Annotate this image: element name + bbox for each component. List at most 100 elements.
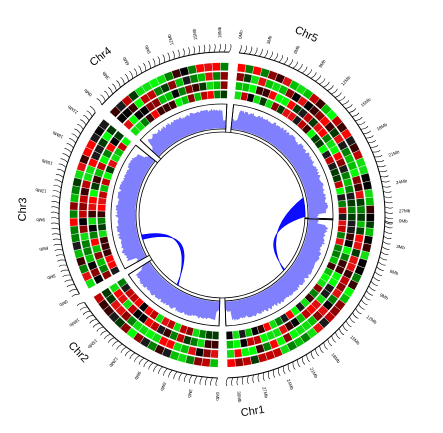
tick-mark <box>210 377 213 386</box>
heatmap-cell <box>203 62 213 72</box>
tick-mark <box>74 128 81 135</box>
heatmap-cell <box>345 191 356 201</box>
tick-mark <box>327 85 334 91</box>
tick-mark <box>352 312 359 319</box>
tick-mark <box>163 368 168 376</box>
tick-mark <box>254 47 258 56</box>
heatmap-cell <box>226 349 235 359</box>
tick-mark <box>366 290 373 296</box>
tick-mark <box>354 116 363 122</box>
heatmap-cell <box>232 330 240 340</box>
tick-mark <box>138 357 145 365</box>
tick-mark <box>315 348 320 357</box>
tick-mark <box>52 238 62 241</box>
tick-mark <box>133 68 138 76</box>
heatmap-cell <box>70 233 81 243</box>
heatmap-cell <box>363 188 374 199</box>
tick-mark <box>225 377 228 387</box>
tick-mark <box>374 271 382 276</box>
segment-divider <box>218 297 221 326</box>
tick-label: 21Mb <box>309 367 319 380</box>
tick-mark <box>83 114 90 121</box>
heatmap-cell <box>100 287 113 299</box>
tick-label: 3Mb <box>46 273 56 281</box>
tick-mark <box>57 168 65 173</box>
histogram-area-chr3 <box>115 154 155 263</box>
ideogram-arc-chr4 <box>101 51 230 106</box>
ideogram-arc-chr2 <box>84 302 218 379</box>
tick-mark <box>370 144 379 148</box>
heatmap-cell <box>242 356 252 367</box>
tick-mark <box>297 64 303 71</box>
tick-mark <box>319 78 326 85</box>
tick-mark <box>172 51 175 60</box>
heatmap-cell <box>116 277 128 288</box>
tick-label: 0Mb <box>399 218 408 223</box>
tick-label: 21Mb <box>66 104 78 115</box>
heatmap-cell <box>338 206 347 215</box>
heatmap-cell <box>113 130 125 142</box>
heatmap-cell <box>71 240 82 251</box>
heatmap-cell <box>365 205 375 214</box>
tick-mark <box>259 48 263 57</box>
tick-mark <box>382 185 391 188</box>
tick-mark <box>238 44 242 54</box>
tick-mark <box>384 230 393 234</box>
tick-mark <box>104 90 110 98</box>
tick-mark <box>116 80 121 88</box>
tick-label: 6Mb <box>293 44 301 54</box>
heatmap-cell <box>87 217 97 226</box>
tick-mark <box>182 48 185 57</box>
heatmap-cell <box>211 331 220 340</box>
tick-label: 24Mb <box>396 178 408 185</box>
tick-mark <box>381 180 390 183</box>
tick-mark <box>53 243 62 246</box>
heatmap-cell <box>220 71 229 81</box>
segment-divider <box>304 218 333 221</box>
heatmap-cell <box>69 217 79 227</box>
heatmap-cell <box>88 195 98 205</box>
tick-mark <box>268 371 271 380</box>
tick-mark <box>301 66 308 74</box>
heatmap-cell <box>88 224 98 233</box>
tick-mark <box>292 61 298 69</box>
tick-mark <box>55 254 65 257</box>
tick-mark <box>262 372 265 381</box>
tick-label: 12Mb <box>108 356 119 368</box>
heatmap-cell <box>347 206 357 214</box>
heatmap-cell <box>355 226 365 236</box>
tick-mark <box>243 45 247 54</box>
tick-mark <box>375 159 385 163</box>
heatmap-cell <box>88 230 99 240</box>
tick-mark <box>218 43 221 53</box>
tick-mark <box>363 294 371 301</box>
link-chr3-chr2 <box>140 233 185 287</box>
chromosome-label-chr3: Chr3 <box>17 197 30 221</box>
tick-label: 6Mb <box>389 269 399 277</box>
tick-mark <box>173 371 178 380</box>
heatmap-cell <box>338 213 347 221</box>
tick-mark <box>358 303 365 310</box>
heatmap-cell <box>198 81 208 92</box>
histogram-area-chr4 <box>147 108 227 157</box>
segment-divider <box>128 259 153 276</box>
heatmap-cell <box>79 224 89 234</box>
tick-mark <box>342 100 350 106</box>
tick-mark <box>108 337 115 343</box>
tick-mark <box>198 45 200 54</box>
tick-mark <box>348 108 357 113</box>
tick-mark <box>89 106 96 113</box>
tick-mark <box>273 369 276 378</box>
tick-mark <box>86 314 94 320</box>
tick-mark <box>62 274 71 278</box>
tick-mark <box>380 251 389 255</box>
tick-mark <box>377 164 386 168</box>
tick-mark <box>241 376 244 385</box>
tick-mark <box>53 184 62 189</box>
heatmap-cell <box>364 227 375 237</box>
tick-mark <box>66 284 75 288</box>
tick-mark <box>58 163 67 168</box>
tick-mark <box>54 249 63 251</box>
tick-mark <box>147 60 151 69</box>
